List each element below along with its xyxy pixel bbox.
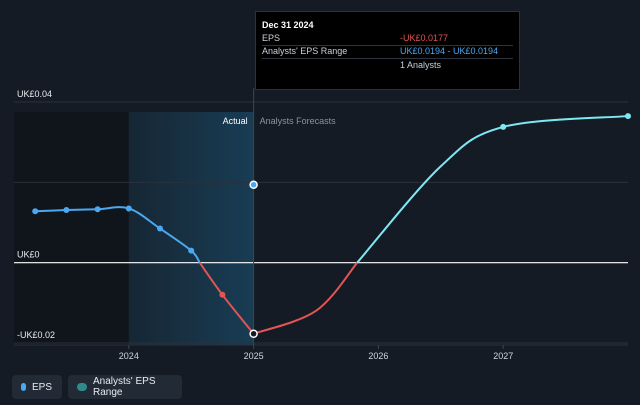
eps-point (249, 329, 258, 339)
x-tick-label: 2027 (493, 351, 513, 361)
tooltip-range-label: Analysts' EPS Range (262, 46, 348, 56)
range-point (249, 180, 258, 189)
forecast-negative-line (253, 262, 358, 335)
tooltip-analysts: 1 Analysts (400, 60, 442, 70)
eps-point (63, 207, 70, 214)
tooltip: Dec 31 2024 EPS -UK£0.0177 Analysts' EPS… (255, 11, 520, 90)
eps-legend-icon (21, 383, 26, 391)
legend-range-label: Analysts' EPS Range (93, 376, 156, 398)
forecast-point (625, 113, 631, 120)
eps-point (188, 247, 195, 254)
legend-eps-button[interactable]: EPS (12, 375, 62, 399)
forecast-positive-line (356, 115, 629, 264)
legend-eps-label: EPS (31, 381, 52, 393)
forecast-point (500, 123, 507, 130)
range-legend-icon (77, 383, 87, 391)
eps-point (94, 206, 101, 213)
y-tick-label: UK£0.04 (17, 89, 52, 99)
actual-label: Actual (223, 116, 248, 126)
tooltip-eps-label: EPS (262, 33, 281, 43)
y-tick-label: UK£0 (17, 250, 40, 260)
forecast-label: Analysts Forecasts (260, 116, 337, 126)
tooltip-eps-row: EPS -UK£0.0177 (262, 32, 513, 46)
legend-range-button[interactable]: Analysts' EPS Range (68, 375, 182, 399)
past-band (14, 112, 129, 345)
x-tick-label: 2026 (368, 351, 388, 361)
eps-point (219, 291, 226, 298)
x-tick-label: 2025 (244, 351, 264, 361)
eps-point (157, 225, 164, 232)
tooltip-eps-value: -UK£0.0177 (400, 33, 449, 43)
tooltip-range-row: Analysts' EPS Range UK£0.0194 - UK£0.019… (262, 45, 513, 59)
highlight-band (128, 112, 254, 345)
tooltip-date: Dec 31 2024 (262, 20, 314, 30)
eps-point (125, 205, 132, 212)
eps-point (32, 208, 39, 215)
y-tick-label: -UK£0.02 (17, 330, 55, 340)
tooltip-range-value: UK£0.0194 - UK£0.0194 (400, 46, 499, 56)
x-tick-label: 2024 (119, 351, 139, 361)
